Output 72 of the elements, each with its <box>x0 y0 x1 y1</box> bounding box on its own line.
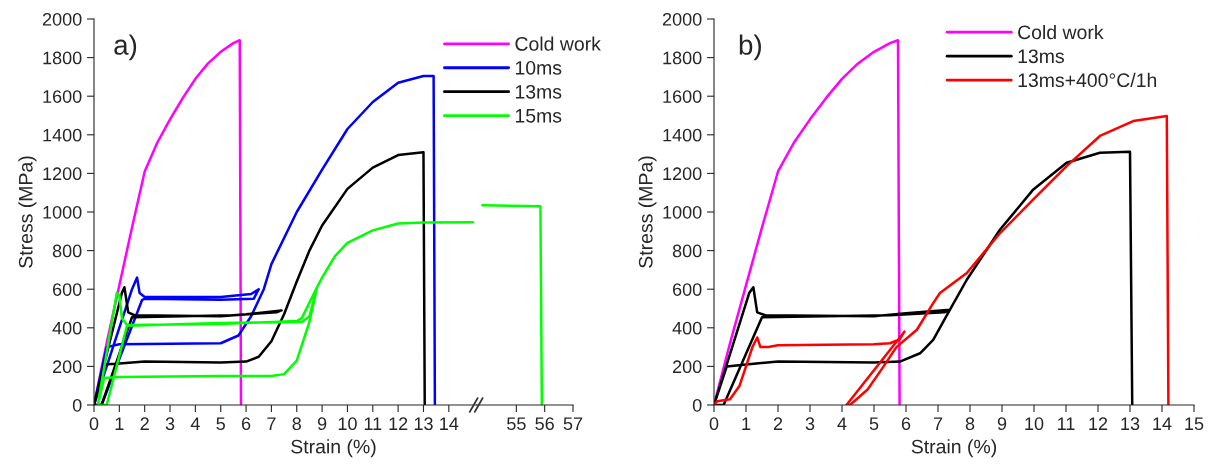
x-tick-label: 0 <box>89 417 99 431</box>
y-tick-label: 1800 <box>663 51 702 65</box>
y-tick-label: 1400 <box>663 128 702 142</box>
y-tick-label: 200 <box>52 360 82 374</box>
y-tick-label: 2000 <box>42 12 82 26</box>
x-tick-label: 14 <box>1153 417 1172 430</box>
x-tick-label: 57 <box>563 417 583 431</box>
y-tick-label: 1600 <box>43 90 82 103</box>
y-tick-label: 1000 <box>43 205 82 219</box>
x-tick-label: 10 <box>1025 417 1044 431</box>
y-tick-label: 400 <box>52 321 82 335</box>
y-tick-label: 1400 <box>43 128 82 142</box>
legend-label: 13ms <box>1018 49 1064 64</box>
y-axis-title: Stress (MPa) <box>638 156 657 268</box>
line-series <box>94 150 426 405</box>
x-tick-label: 5 <box>216 417 225 431</box>
x-tick-label: 3 <box>165 417 175 431</box>
legend-label: 13ms+400°C/1h <box>1018 72 1157 88</box>
y-tick-label: 1800 <box>43 51 82 65</box>
x-tick-label: 13 <box>414 417 433 431</box>
x-tick-label: 11 <box>1058 417 1075 430</box>
y-tick-label: 800 <box>52 244 82 258</box>
y-tick-label: 600 <box>52 283 82 296</box>
legend-label: 15ms <box>515 109 562 123</box>
x-tick-label: 1 <box>115 417 124 430</box>
y-tick-label: 600 <box>672 283 702 296</box>
x-tick-label: 56 <box>535 417 554 431</box>
x-tick-label: 12 <box>1089 417 1108 430</box>
legend-label: 10ms <box>515 60 562 75</box>
x-tick-label: 7 <box>267 417 276 430</box>
y-tick-label: 0 <box>72 398 82 412</box>
line-series <box>714 150 1134 405</box>
y-tick-label: 1000 <box>663 205 702 219</box>
x-tick-label: 0 <box>709 417 719 431</box>
y-tick-label: 1200 <box>43 167 82 181</box>
x-tick-label: 15 <box>1185 417 1204 431</box>
legend-label: Cold work <box>515 36 601 51</box>
x-axis-title: Strain (%) <box>911 439 997 458</box>
x-tick-label: 8 <box>292 417 301 431</box>
line-series <box>714 114 1170 405</box>
x-tick-label: 55 <box>507 417 526 431</box>
y-tick-label: 200 <box>672 360 702 374</box>
x-tick-label: 13 <box>1121 417 1140 431</box>
x-tick-label: 9 <box>997 417 1007 431</box>
x-tick-label: 3 <box>805 417 815 431</box>
x-tick-label: 11 <box>364 417 382 430</box>
x-tick-label: 2 <box>140 417 149 430</box>
x-tick-label: 8 <box>965 417 975 431</box>
y-tick-label: 2000 <box>662 12 702 26</box>
annotation: a) <box>114 34 137 61</box>
y-tick-label: 400 <box>672 321 702 335</box>
x-tick-label: 7 <box>933 417 943 430</box>
x-tick-label: 5 <box>869 417 879 431</box>
x-tick-label: 9 <box>317 417 327 431</box>
x-tick-label: 4 <box>837 417 847 430</box>
x-tick-label: 14 <box>440 417 459 430</box>
y-tick-label: 1200 <box>663 167 702 181</box>
y-tick-label: 1600 <box>663 90 702 103</box>
x-tick-label: 12 <box>389 417 408 430</box>
legend-label: 13ms <box>515 84 562 99</box>
x-axis-title: Strain (%) <box>291 439 376 458</box>
x-tick-label: 2 <box>773 417 783 430</box>
y-axis-title: Stress (MPa) <box>18 156 37 268</box>
legend-label: Cold work <box>1018 24 1104 40</box>
x-tick-label: 6 <box>901 417 911 431</box>
x-tick-label: 1 <box>742 417 751 430</box>
annotation: b) <box>739 34 761 61</box>
x-tick-label: 10 <box>338 417 357 431</box>
x-tick-label: 4 <box>190 417 200 430</box>
x-tick-label: 6 <box>241 417 251 431</box>
y-tick-label: 0 <box>692 398 702 412</box>
y-tick-label: 800 <box>672 244 702 258</box>
